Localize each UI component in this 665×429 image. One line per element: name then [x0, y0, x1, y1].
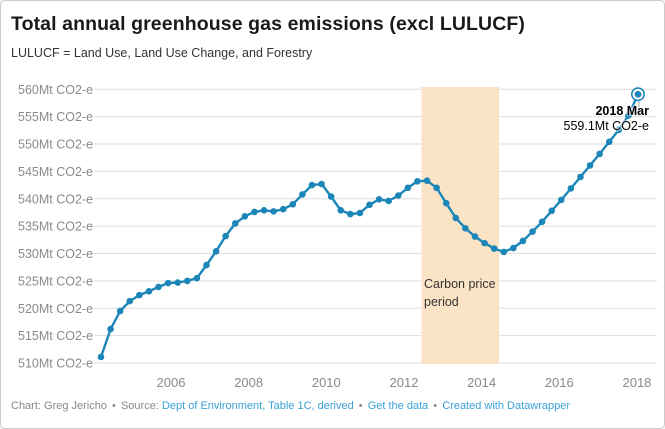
data-point — [126, 297, 134, 305]
data-point — [366, 201, 373, 209]
data-point — [222, 232, 229, 240]
y-axis-tick-label: 520Mt CO2-e — [18, 302, 93, 316]
data-point — [270, 208, 277, 215]
annotation-date: 2018 Mar — [595, 104, 649, 118]
data-point — [605, 138, 613, 146]
data-point — [548, 207, 555, 215]
data-point — [529, 228, 536, 235]
data-point — [327, 193, 335, 200]
datawrapper-credit-link[interactable]: Created with Datawrapper — [442, 400, 571, 412]
footer-separator: • — [108, 400, 119, 412]
chart-credit: Chart: Greg Jericho — [11, 400, 107, 412]
y-axis-tick-label: 545Mt CO2-e — [18, 165, 93, 179]
data-point — [615, 126, 623, 134]
data-point — [241, 212, 249, 220]
emissions-line — [99, 92, 640, 359]
chart-footer: Chart: Greg Jericho • Source: Dept of En… — [11, 400, 656, 412]
x-axis-tick-label: 2012 — [390, 375, 419, 390]
data-point — [356, 209, 364, 217]
carbon-price-period-band — [421, 87, 500, 364]
x-axis-tick-label: 2018 — [622, 375, 651, 390]
data-point — [347, 210, 354, 218]
data-point — [462, 225, 469, 232]
data-point — [519, 237, 527, 245]
chart-subtitle: LULUCF = Land Use, Land Use Change, and … — [11, 46, 313, 60]
data-point — [577, 173, 584, 181]
data-point — [155, 283, 162, 291]
data-point — [318, 180, 325, 188]
data-point — [116, 307, 124, 315]
y-axis-tick-label: 550Mt CO2-e — [18, 138, 93, 152]
x-axis-tick-label: 2006 — [157, 375, 186, 390]
data-point — [510, 244, 517, 252]
x-axis-tick-label: 2014 — [467, 375, 496, 390]
footer-separator: • — [430, 400, 441, 412]
data-point — [490, 245, 498, 252]
y-axis-tick-label: 525Mt CO2-e — [18, 274, 93, 288]
data-point — [404, 184, 412, 192]
source-prefix: Source: — [120, 400, 159, 412]
annotation-value: 559.1Mt CO2-e — [563, 119, 649, 134]
x-axis-tick-label: 2008 — [234, 375, 263, 390]
data-point — [385, 197, 392, 205]
data-point — [164, 279, 172, 287]
data-point — [471, 233, 479, 240]
y-axis-tick-label: 510Mt CO2-e — [18, 357, 93, 371]
data-point — [538, 218, 546, 226]
data-point — [337, 206, 345, 214]
y-axis-tick-label: 515Mt CO2-e — [18, 329, 93, 343]
data-point — [625, 112, 632, 119]
data-point — [145, 287, 153, 295]
y-axis-tick-label: 560Mt CO2-e — [18, 83, 93, 97]
data-point — [231, 220, 239, 227]
data-point — [394, 192, 402, 199]
data-point — [452, 214, 460, 222]
data-point — [375, 196, 383, 203]
data-point — [299, 191, 306, 198]
data-point — [308, 181, 316, 189]
page-title: Total annual greenhouse gas emissions (e… — [11, 13, 526, 35]
data-point — [136, 291, 143, 299]
y-axis-tick-label: 555Mt CO2-e — [18, 110, 93, 124]
x-axis-tick-label: 2016 — [545, 375, 574, 390]
data-point — [279, 205, 287, 213]
footer-separator: • — [355, 400, 366, 412]
x-axis-tick-label: 2010 — [312, 375, 341, 390]
data-point — [500, 248, 508, 256]
data-point — [203, 261, 210, 269]
data-point — [212, 248, 220, 255]
data-point — [184, 277, 191, 285]
data-point — [193, 274, 201, 282]
data-point — [442, 199, 450, 207]
data-point — [289, 200, 297, 208]
data-point — [433, 184, 440, 192]
data-point — [596, 150, 603, 158]
data-point — [251, 208, 258, 216]
data-point — [586, 162, 594, 169]
data-point — [260, 206, 268, 214]
get-the-data-link[interactable]: Get the data — [367, 400, 429, 412]
data-point — [557, 196, 565, 204]
last-data-point — [634, 90, 642, 98]
data-point — [481, 239, 488, 247]
y-axis-tick-label: 530Mt CO2-e — [18, 247, 93, 261]
data-point — [107, 325, 114, 333]
carbon-price-period-label: Carbon price period — [424, 277, 496, 310]
last-point-annotation: 2018 Mar 559.1Mt CO2-e — [564, 104, 649, 135]
data-point — [97, 353, 105, 361]
data-point — [567, 185, 575, 192]
data-point — [423, 177, 431, 185]
source-link[interactable]: Dept of Environment, Table 1C, derived — [161, 400, 354, 412]
data-point — [174, 279, 182, 286]
y-axis-tick-label: 535Mt CO2-e — [18, 220, 93, 234]
data-point — [414, 177, 421, 185]
y-axis-tick-label: 540Mt CO2-e — [18, 192, 93, 206]
